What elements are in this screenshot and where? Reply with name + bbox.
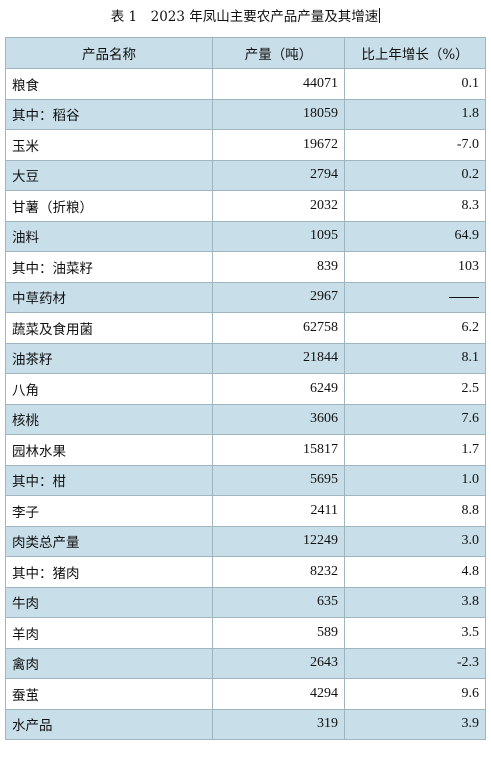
product-name-cell: 核桃 [5, 403, 213, 435]
header-output: 产量（吨） [212, 37, 345, 69]
output-cell: 18059 [212, 98, 345, 130]
output-cell: 839 [212, 251, 345, 283]
output-cell: 2967 [212, 281, 345, 313]
growth-cell: 8.8 [344, 495, 486, 527]
growth-cell: 6.2 [344, 312, 486, 344]
caption-text: 表 1 2023 年凤山主要农产品产量及其增速 [110, 9, 379, 25]
table-row: 园林水果 15817 1.7 [5, 434, 486, 466]
growth-cell: 3.8 [344, 586, 486, 618]
header-growth: 比上年增长（%） [344, 37, 486, 69]
table-row: 粮食 44071 0.1 [5, 68, 486, 100]
table-row: 水产品 319 3.9 [5, 708, 486, 740]
growth-cell: 2.5 [344, 373, 486, 405]
growth-cell: 1.8 [344, 98, 486, 130]
table-row: 油料 1095 64.9 [5, 220, 486, 252]
table-row: 羊肉 589 3.5 [5, 617, 486, 649]
table-caption: 表 1 2023 年凤山主要农产品产量及其增速 [0, 8, 491, 26]
product-name-cell: 玉米 [5, 129, 213, 161]
growth-cell: -2.3 [344, 647, 486, 679]
product-name-cell: 园林水果 [5, 434, 213, 466]
growth-cell: 8.3 [344, 190, 486, 222]
product-name-cell: 油料 [5, 220, 213, 252]
table-row: 肉类总产量 12249 3.0 [5, 525, 486, 557]
growth-cell: — [344, 281, 486, 313]
output-cell: 635 [212, 586, 345, 618]
output-cell: 1095 [212, 220, 345, 252]
growth-cell: 3.5 [344, 617, 486, 649]
production-table: 产品名称 产量（吨） 比上年增长（%） 粮食 44071 0.1 其中：稻谷 18059… [5, 37, 486, 740]
product-name-cell: 禽肉 [5, 647, 213, 679]
growth-cell: 3.0 [344, 525, 486, 557]
table-row: 李子 2411 8.8 [5, 495, 486, 527]
output-cell: 2411 [212, 495, 345, 527]
table-row: 玉米 19672 -7.0 [5, 129, 486, 161]
product-name-cell: 其中：柑 [5, 464, 213, 496]
product-name-cell: 水产品 [5, 708, 213, 740]
product-name-cell: 粮食 [5, 68, 213, 100]
product-name-cell: 大豆 [5, 159, 213, 191]
product-name-cell: 油茶籽 [5, 342, 213, 374]
growth-cell: 1.7 [344, 434, 486, 466]
output-cell: 319 [212, 708, 345, 740]
growth-cell: 3.9 [344, 708, 486, 740]
header-product-name: 产品名称 [5, 37, 213, 69]
growth-cell: 7.6 [344, 403, 486, 435]
growth-cell: 8.1 [344, 342, 486, 374]
product-name-cell: 其中：猪肉 [5, 556, 213, 588]
growth-cell: 1.0 [344, 464, 486, 496]
growth-cell: 0.2 [344, 159, 486, 191]
table-row: 其中：猪肉 8232 4.8 [5, 556, 486, 588]
output-cell: 4294 [212, 678, 345, 710]
growth-cell: 103 [344, 251, 486, 283]
product-name-cell: 其中：稻谷 [5, 98, 213, 130]
table-row: 八角 6249 2.5 [5, 373, 486, 405]
text-cursor [379, 8, 381, 23]
table-row: 牛肉 635 3.8 [5, 586, 486, 618]
table-row: 其中：稻谷 18059 1.8 [5, 98, 486, 130]
table-row: 蚕茧 4294 9.6 [5, 678, 486, 710]
table-row: 大豆 2794 0.2 [5, 159, 486, 191]
product-name-cell: 中草药材 [5, 281, 213, 313]
output-cell: 62758 [212, 312, 345, 344]
output-cell: 44071 [212, 68, 345, 100]
output-cell: 8232 [212, 556, 345, 588]
output-cell: 2794 [212, 159, 345, 191]
output-cell: 21844 [212, 342, 345, 374]
output-cell: 6249 [212, 373, 345, 405]
product-name-cell: 李子 [5, 495, 213, 527]
output-cell: 5695 [212, 464, 345, 496]
table-row: 中草药材2967 — [5, 281, 486, 313]
not-applicable-dash: — [449, 296, 479, 298]
growth-cell: -7.0 [344, 129, 486, 161]
product-name-cell: 牛肉 [5, 586, 213, 618]
table-row: 禽肉 2643 -2.3 [5, 647, 486, 679]
output-cell: 19672 [212, 129, 345, 161]
growth-cell: 4.8 [344, 556, 486, 588]
product-name-cell: 蚕茧 [5, 678, 213, 710]
product-name-cell: 羊肉 [5, 617, 213, 649]
product-name-cell: 肉类总产量 [5, 525, 213, 557]
output-cell: 2643 [212, 647, 345, 679]
output-cell: 589 [212, 617, 345, 649]
growth-cell: 0.1 [344, 68, 486, 100]
growth-cell: 9.6 [344, 678, 486, 710]
output-cell: 2032 [212, 190, 345, 222]
growth-cell: 64.9 [344, 220, 486, 252]
product-name-cell: 甘薯（折粮） [5, 190, 213, 222]
product-name-cell: 蔬菜及食用菌 [5, 312, 213, 344]
table-body: 粮食 44071 0.1 其中：稻谷 18059 1.8 玉米 19672 -7.0 大豆 2794… [5, 68, 486, 740]
table-row: 其中：油菜籽 839 103 [5, 251, 486, 283]
table-row: 油茶籽 21844 8.1 [5, 342, 486, 374]
output-cell: 3606 [212, 403, 345, 435]
table-row: 核桃 3606 7.6 [5, 403, 486, 435]
table-row: 其中：柑 5695 1.0 [5, 464, 486, 496]
table-row: 甘薯（折粮） 2032 8.3 [5, 190, 486, 222]
product-name-cell: 其中：油菜籽 [5, 251, 213, 283]
output-cell: 12249 [212, 525, 345, 557]
output-cell: 15817 [212, 434, 345, 466]
header-row: 产品名称 产量（吨） 比上年增长（%） [5, 37, 486, 69]
product-name-cell: 八角 [5, 373, 213, 405]
table-row: 蔬菜及食用菌 62758 6.2 [5, 312, 486, 344]
